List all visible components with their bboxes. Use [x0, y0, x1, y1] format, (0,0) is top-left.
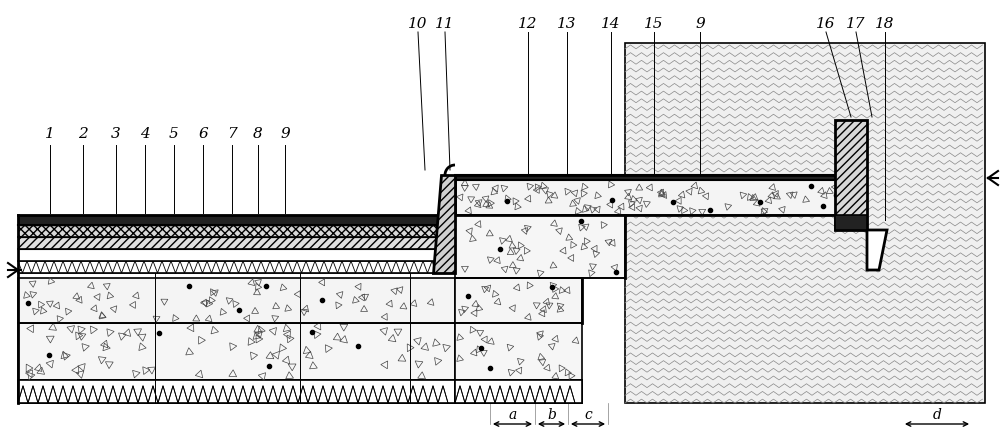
- Bar: [18, 261, 455, 273]
- Bar: [455, 180, 858, 215]
- Bar: [18, 237, 455, 249]
- Bar: [18, 215, 455, 226]
- Bar: [455, 279, 582, 323]
- Text: 12: 12: [518, 17, 538, 31]
- Text: 9: 9: [695, 17, 705, 31]
- Bar: [18, 226, 455, 237]
- Text: 11: 11: [435, 17, 455, 31]
- Text: 9: 9: [280, 127, 290, 141]
- Text: 10: 10: [408, 17, 428, 31]
- Bar: [18, 323, 455, 380]
- Bar: [455, 380, 582, 403]
- Polygon shape: [433, 176, 455, 273]
- Bar: [835, 121, 867, 230]
- Bar: [18, 380, 455, 403]
- Text: 4: 4: [140, 127, 150, 141]
- Bar: [455, 215, 625, 279]
- Bar: [18, 380, 455, 403]
- Text: 3: 3: [111, 127, 121, 141]
- Text: a: a: [508, 407, 517, 421]
- Text: 16: 16: [816, 17, 836, 31]
- Text: d: d: [933, 407, 941, 421]
- Bar: [18, 380, 455, 403]
- Text: 1: 1: [45, 127, 55, 141]
- Bar: [625, 44, 985, 403]
- Text: 2: 2: [78, 127, 88, 141]
- Text: 18: 18: [875, 17, 895, 31]
- Polygon shape: [867, 230, 887, 270]
- Bar: [455, 380, 582, 403]
- Text: 7: 7: [227, 127, 237, 141]
- Text: 5: 5: [169, 127, 179, 141]
- Text: c: c: [584, 407, 592, 421]
- Bar: [455, 176, 858, 180]
- Text: b: b: [547, 407, 556, 421]
- Text: 13: 13: [557, 17, 577, 31]
- Text: 17: 17: [846, 17, 866, 31]
- Bar: [455, 323, 582, 380]
- Bar: [18, 279, 455, 323]
- Text: 6: 6: [198, 127, 208, 141]
- Bar: [835, 215, 867, 230]
- Bar: [455, 380, 582, 403]
- Text: 8: 8: [253, 127, 263, 141]
- Text: 14: 14: [601, 17, 621, 31]
- Text: 15: 15: [644, 17, 664, 31]
